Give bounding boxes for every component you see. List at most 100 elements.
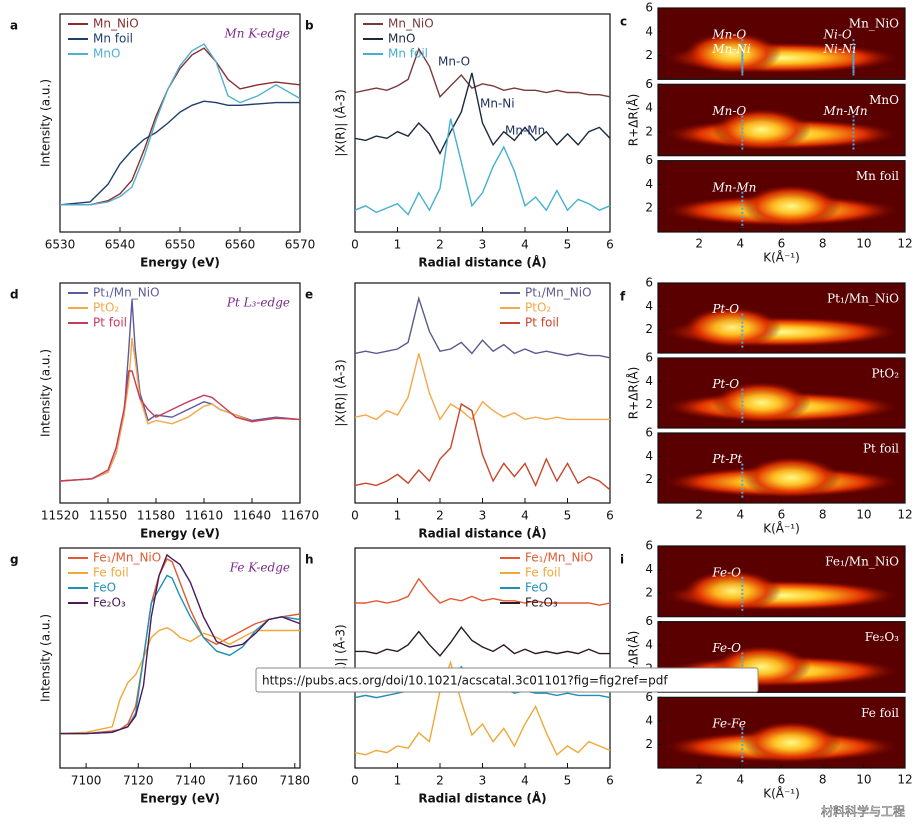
legend-label: Mn foil — [93, 32, 133, 46]
x-tick-label: 3 — [479, 774, 487, 788]
series-line — [354, 72, 611, 156]
x-tick-label: 8 — [819, 773, 827, 787]
annotation: Mn-Mn — [505, 124, 545, 138]
legend-label: Fe₂O₃ — [525, 596, 558, 610]
heatmap-annotation: Fe-O — [711, 565, 741, 579]
legend-label: Fe₁/Mn_NiO — [93, 551, 161, 565]
x-axis-label: Radial distance (Å) — [418, 526, 546, 541]
y-tick-label: 2 — [645, 397, 653, 411]
chart-title: Pt L₃-edge — [226, 296, 290, 310]
series-line — [59, 337, 301, 482]
legend-label: Mn foil — [388, 47, 428, 61]
x-tick-label: 7120 — [123, 774, 154, 788]
legend-label: Mn_NiO — [93, 17, 139, 31]
heatmap-frame — [657, 7, 906, 80]
x-tick-label: 7100 — [71, 774, 102, 788]
heatmap-frame — [657, 282, 906, 354]
heatmap-label: Mn_NiO — [849, 17, 899, 31]
heatmap-annotation: Ni-O — [822, 28, 851, 42]
heatmap-frame — [657, 83, 906, 157]
legend-label: MnO — [388, 32, 415, 46]
panel-letter: a — [10, 19, 18, 33]
heatmap-annotation: Mn-O — [711, 28, 746, 42]
heatmap-hotspot — [712, 381, 812, 424]
y-tick-label: 6 — [645, 690, 653, 704]
x-tick-label: 6 — [606, 238, 614, 252]
y-tick-label: 2 — [645, 124, 653, 138]
heatmap-label: PtO₂ — [871, 367, 899, 381]
annotation: Mn-Ni — [480, 97, 515, 111]
y-tick-label: 2 — [645, 48, 653, 62]
heatmap-hotspot — [741, 720, 841, 764]
x-tick-label: 6540 — [105, 238, 136, 252]
x-tick-label: 12 — [897, 237, 912, 251]
y-tick-label: 4 — [645, 638, 653, 652]
y-tick-label: 2 — [645, 586, 653, 600]
x-tick-label: 5 — [564, 509, 572, 523]
panel-letter: d — [10, 288, 19, 302]
x-tick-label: 7180 — [280, 774, 311, 788]
x-tick-label: 4 — [737, 773, 745, 787]
x-tick-label: 10 — [856, 237, 871, 251]
watermark: 材料科学与工程 — [821, 804, 905, 819]
x-tick-label: 2 — [695, 237, 703, 251]
heatmap-label: Pt₁/Mn_NiO — [827, 292, 899, 306]
y-tick-label: 6 — [645, 153, 653, 167]
series-line — [60, 553, 301, 735]
x-tick-label: 5 — [564, 774, 572, 788]
x-tick-label: 6 — [778, 237, 786, 251]
y-tick-label: 6 — [645, 614, 653, 628]
legend-label: MnO — [93, 47, 120, 61]
series-line — [354, 47, 611, 99]
y-tick-label: 4 — [645, 101, 653, 115]
legend-label: Pt₁/Mn_NiO — [93, 286, 160, 300]
y-tick-label: 6 — [645, 276, 653, 290]
series-line — [60, 43, 301, 206]
x-tick-label: 11580 — [137, 509, 175, 523]
x-tick-label: 12 — [897, 773, 912, 787]
y-tick-label: 2 — [645, 201, 653, 215]
x-tick-label: 6 — [606, 774, 614, 788]
heatmap-hotspot — [741, 184, 841, 228]
x-tick-label: 3 — [479, 509, 487, 523]
legend-label: FeO — [525, 581, 548, 595]
heatmap-label: Fe₁/Mn_NiO — [825, 555, 899, 569]
y-tick-label: 4 — [645, 562, 653, 576]
series-line — [60, 47, 301, 206]
legend-label: Fe foil — [525, 566, 561, 580]
heatmap-annotation: Mn-O — [711, 104, 746, 118]
x-tick-label: 8 — [819, 508, 827, 522]
x-tick-label: 2 — [695, 508, 703, 522]
panel-letter: b — [305, 19, 314, 33]
heatmap-annotation: Mn-Ni — [711, 42, 751, 56]
tooltip: https://pubs.acs.org/doi/10.1021/acscata… — [262, 674, 668, 688]
series-line — [355, 626, 610, 657]
x-axis-label: Radial distance (Å) — [418, 255, 546, 270]
heatmap-label: MnO — [869, 93, 899, 107]
x-axis-label: K(Å⁻¹) — [763, 521, 800, 536]
x-tick-label: 0 — [351, 774, 359, 788]
heatmap-annotation: Pt-O — [711, 302, 739, 316]
y-tick-label: 6 — [645, 77, 653, 91]
y-tick-label: 6 — [645, 1, 653, 15]
heatmap-frame — [657, 357, 906, 429]
x-tick-label: 6 — [606, 509, 614, 523]
x-tick-label: 4 — [521, 774, 529, 788]
x-tick-label: 6 — [778, 508, 786, 522]
series-line — [60, 558, 301, 735]
heatmap-frame — [657, 545, 906, 618]
y-tick-label: 2 — [645, 322, 653, 336]
x-tick-label: 0 — [351, 238, 359, 252]
x-axis-label: Radial distance (Å) — [418, 791, 546, 806]
x-tick-label: 2 — [436, 238, 444, 252]
x-tick-label: 11550 — [89, 509, 127, 523]
panel-letter: c — [620, 15, 627, 29]
x-tick-label: 6 — [778, 773, 786, 787]
annotation: Mn-O — [438, 55, 470, 69]
heatmap-frame — [657, 621, 906, 693]
x-tick-label: 1 — [394, 509, 402, 523]
y-tick-label: 2 — [645, 737, 653, 751]
y-tick-label: 6 — [645, 351, 653, 365]
y-tick-label: 4 — [645, 713, 653, 727]
